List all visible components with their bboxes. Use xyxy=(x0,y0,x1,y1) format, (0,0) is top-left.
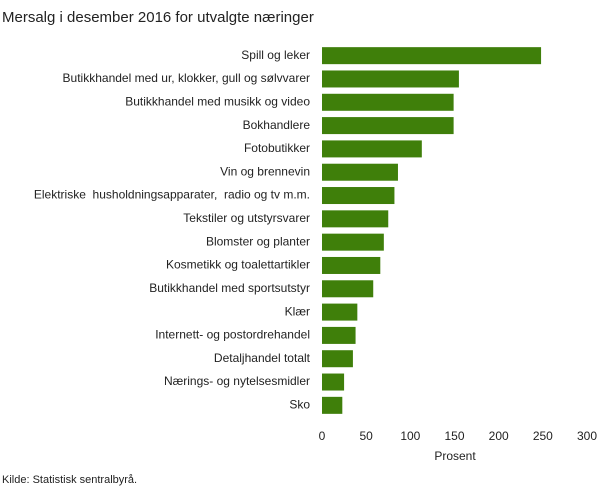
y-tick-label: Fotobutikker xyxy=(244,141,310,155)
bar xyxy=(322,210,389,228)
y-tick-label: Detaljhandel totalt xyxy=(214,351,311,365)
y-tick-label: Sko xyxy=(289,398,310,412)
y-tick-label: Klær xyxy=(285,304,310,318)
bar xyxy=(322,163,398,181)
bar xyxy=(322,350,353,368)
bar xyxy=(322,140,422,158)
x-axis-label: Prosent xyxy=(434,449,476,463)
bar xyxy=(322,396,343,414)
x-tick-label: 250 xyxy=(533,429,553,443)
bar xyxy=(322,70,459,88)
bar xyxy=(322,303,358,321)
bar xyxy=(322,373,345,391)
y-tick-label: Blomster og planter xyxy=(206,234,310,248)
bar xyxy=(322,256,381,274)
source: Kilde: Statistisk sentralbyrå. xyxy=(2,474,137,486)
chart-title: Mersalg i desember 2016 for utvalgte nær… xyxy=(2,9,314,26)
x-tick-label: 300 xyxy=(577,429,597,443)
y-tick-label: Internett- og postordrehandel xyxy=(155,328,310,342)
y-tick-label: Butikkhandel med musikk og video xyxy=(125,94,310,108)
bar xyxy=(322,187,395,205)
y-tick-label: Nærings- og nytelsesmidler xyxy=(164,374,310,388)
y-tick-label: Butikkhandel med sportsutstyr xyxy=(149,281,310,295)
x-tick-label: 150 xyxy=(444,429,464,443)
x-tick-label: 50 xyxy=(359,429,373,443)
x-tick-label: 200 xyxy=(489,429,509,443)
bar xyxy=(322,47,542,65)
y-tick-label: Vin og brennevin xyxy=(220,164,310,178)
bar xyxy=(322,326,356,344)
bar xyxy=(322,280,374,298)
y-tick-label: Butikkhandel med ur, klokker, gull og sø… xyxy=(63,71,310,85)
bar xyxy=(322,233,384,251)
y-tick-label: Bokhandlere xyxy=(243,118,311,132)
bar xyxy=(322,93,454,111)
x-tick-label: 100 xyxy=(400,429,420,443)
y-tick-label: Spill og leker xyxy=(241,48,310,62)
bar xyxy=(322,117,454,135)
y-tick-label: Elektriske husholdningsapparater, radio … xyxy=(34,188,310,202)
x-tick-label: 0 xyxy=(319,429,326,443)
y-tick-label: Kosmetikk og toalettartikler xyxy=(166,258,310,272)
y-tick-label: Tekstiler og utstyrsvarer xyxy=(183,211,310,225)
